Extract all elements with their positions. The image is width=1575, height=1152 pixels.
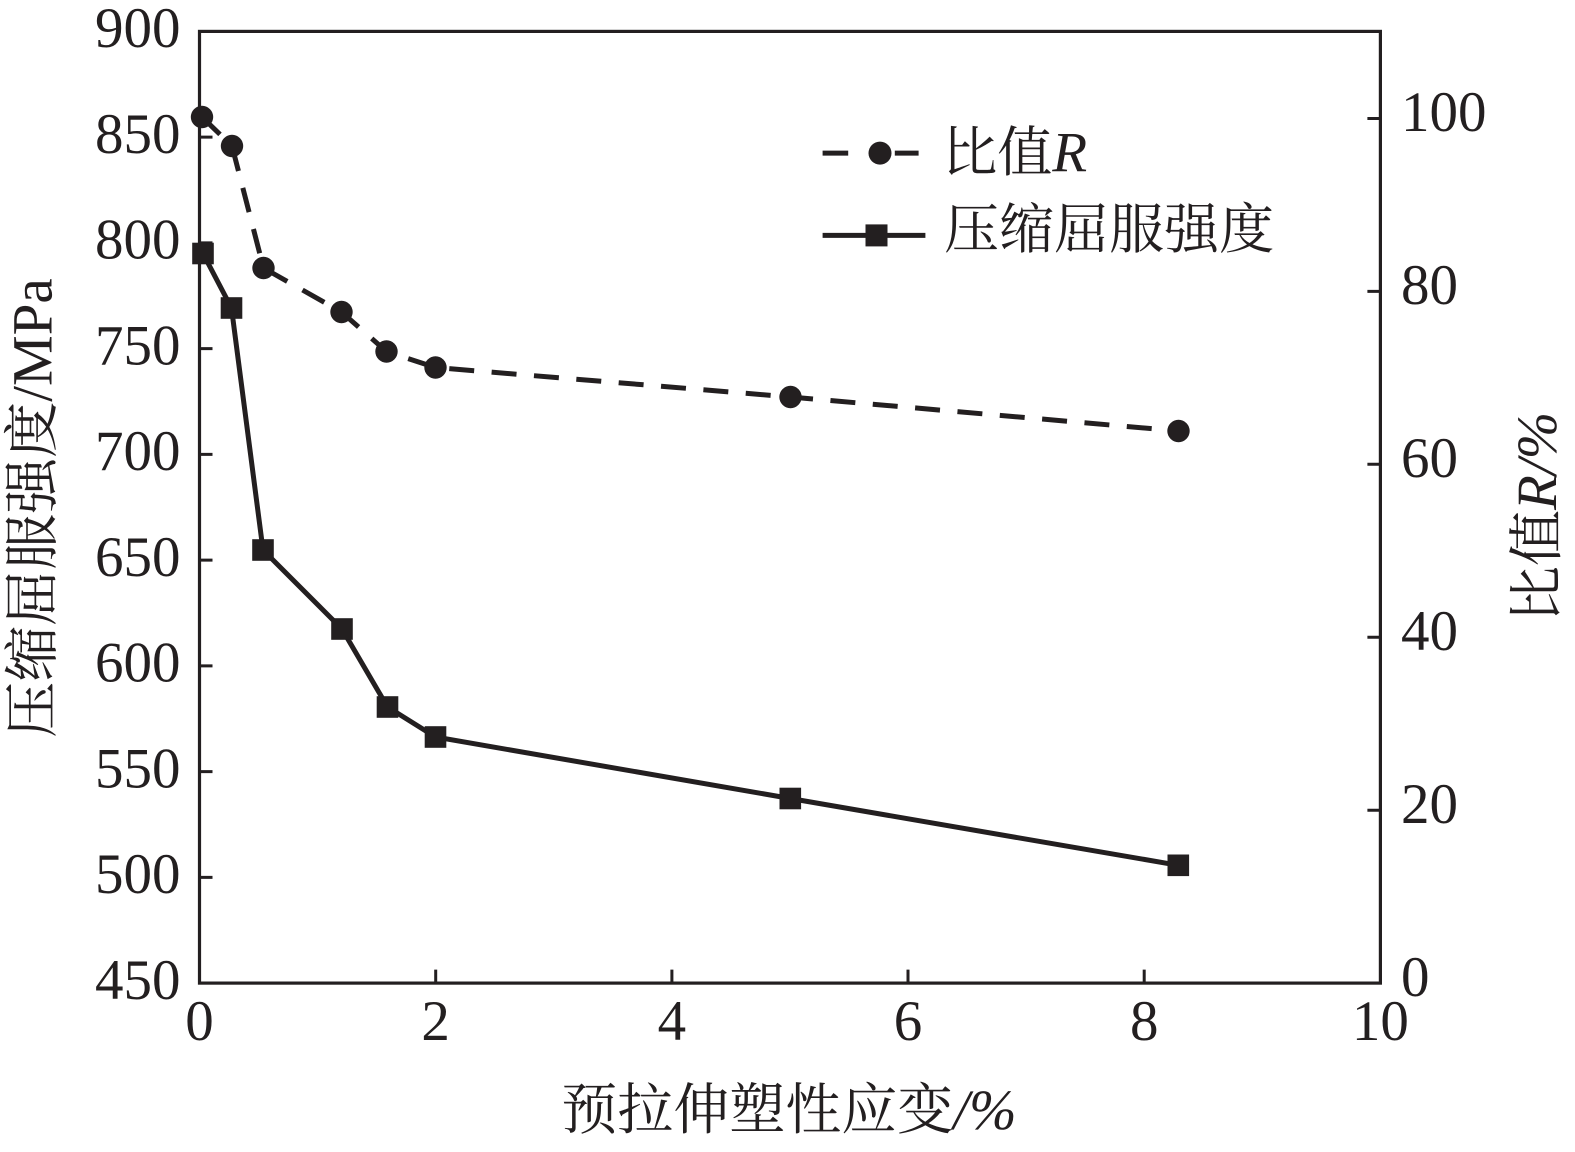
svg-text:60: 60 (1401, 427, 1458, 490)
svg-text:900: 900 (95, 0, 181, 60)
svg-text:750: 750 (95, 314, 181, 377)
svg-text:20: 20 (1401, 773, 1458, 836)
svg-text:8: 8 (1130, 990, 1159, 1053)
svg-text:800: 800 (95, 209, 181, 272)
svg-text:10: 10 (1352, 990, 1409, 1053)
svg-text:700: 700 (95, 420, 181, 483)
svg-text:100: 100 (1401, 81, 1487, 144)
svg-text:850: 850 (95, 103, 181, 166)
svg-text:500: 500 (95, 843, 181, 906)
svg-text:550: 550 (95, 737, 181, 800)
svg-text:0: 0 (1401, 946, 1430, 1009)
svg-text:40: 40 (1401, 600, 1458, 663)
svg-text:0: 0 (185, 990, 214, 1053)
svg-text:80: 80 (1401, 254, 1458, 317)
svg-text:650: 650 (95, 526, 181, 589)
svg-text:2: 2 (421, 990, 450, 1053)
svg-text:6: 6 (894, 990, 923, 1053)
svg-text:600: 600 (95, 632, 181, 695)
svg-text:450: 450 (95, 949, 181, 1012)
svg-text:4: 4 (658, 990, 687, 1053)
